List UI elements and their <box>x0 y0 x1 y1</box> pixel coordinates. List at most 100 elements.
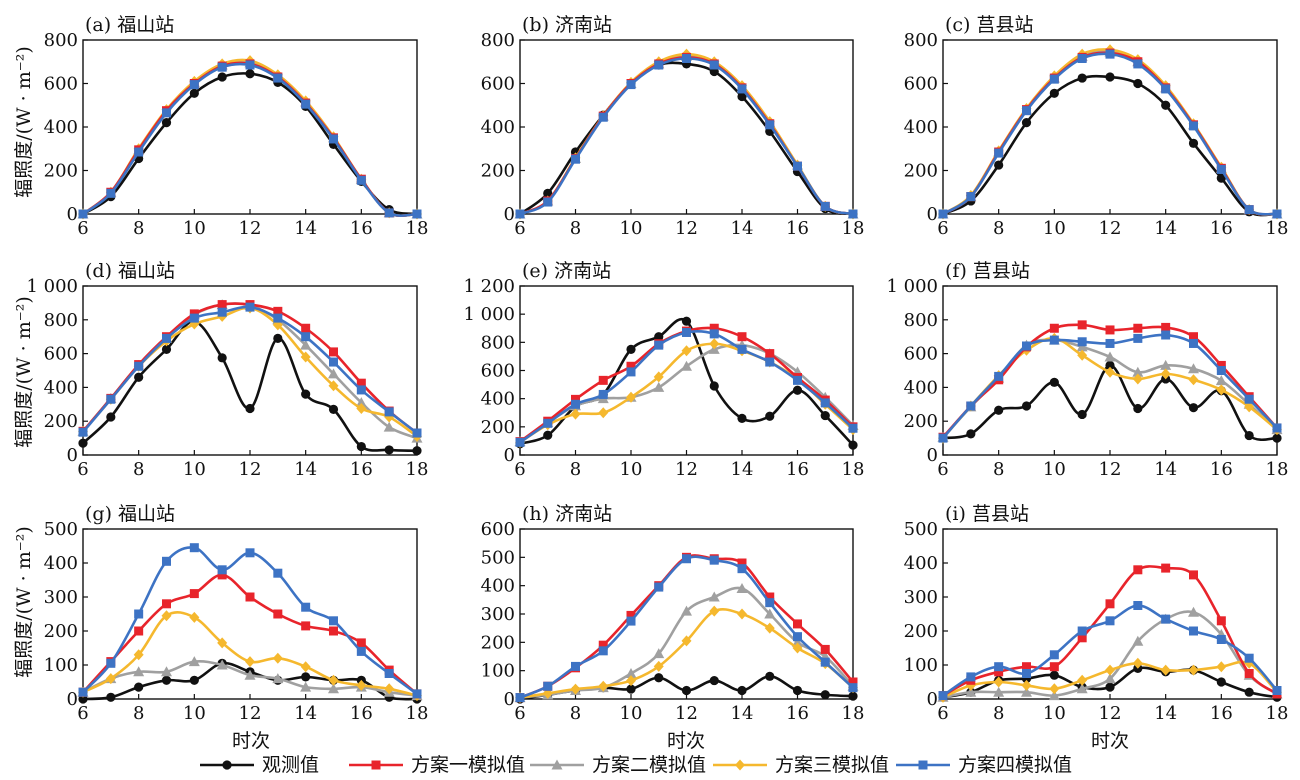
series-scheme1 <box>78 300 422 438</box>
data-point-scheme1 <box>1105 599 1115 609</box>
x-tick-label: 12 <box>675 459 698 480</box>
series-scheme2 <box>77 299 423 443</box>
y-axis-label-row-1: 辐照度/(W · m⁻²) <box>13 46 35 198</box>
data-point-observed <box>1049 88 1059 98</box>
data-point-observed <box>1021 118 1032 128</box>
data-point-scheme4 <box>966 672 976 682</box>
data-point-scheme1 <box>737 332 747 342</box>
data-point-scheme4 <box>598 112 608 122</box>
data-point-scheme4 <box>412 689 422 699</box>
series-line-scheme2 <box>519 55 854 216</box>
data-point-scheme4 <box>994 371 1004 381</box>
data-point-observed <box>189 675 199 685</box>
y-tick-label: 600 <box>481 74 515 95</box>
data-point-scheme3 <box>189 611 200 623</box>
data-point-scheme4 <box>626 80 636 90</box>
y-tick-label: 300 <box>904 587 938 608</box>
data-point-scheme1 <box>217 300 227 310</box>
series-scheme4 <box>78 543 422 699</box>
data-point-scheme1 <box>737 558 747 568</box>
data-point-scheme1 <box>162 599 171 609</box>
data-point-scheme3 <box>328 674 339 686</box>
x-tick-label: 8 <box>133 459 144 480</box>
data-point-scheme4 <box>938 691 948 701</box>
data-point-scheme4 <box>598 389 608 399</box>
data-point-scheme4 <box>994 662 1004 672</box>
data-point-scheme4 <box>1161 614 1171 624</box>
data-point-scheme3 <box>626 675 636 687</box>
x-tick-label: 10 <box>1043 703 1066 724</box>
legend-label: 方案三模拟值 <box>775 754 889 776</box>
x-tick-label: 12 <box>1099 218 1122 239</box>
y-tick-label: 400 <box>481 117 515 138</box>
data-point-scheme2 <box>653 648 665 659</box>
data-point-scheme4 <box>543 197 553 207</box>
data-point-scheme4 <box>682 554 691 564</box>
series-scheme1 <box>78 59 422 219</box>
data-point-scheme4 <box>384 208 394 218</box>
data-point-scheme1 <box>1161 563 1171 573</box>
x-tick-label: 10 <box>1043 218 1066 239</box>
chart-panel: (d) 福山站 0 200 400 600 800 1 000 6 8 10 12 14 16 18 <box>26 260 428 480</box>
data-point-scheme4 <box>598 646 608 656</box>
data-point-scheme1 <box>1133 323 1143 333</box>
y-tick-label: 800 <box>481 332 515 353</box>
data-point-scheme2 <box>272 673 284 684</box>
data-point-scheme4 <box>273 73 283 83</box>
data-point-scheme3 <box>1160 368 1171 380</box>
x-tick-label: 14 <box>731 218 754 239</box>
data-point-observed <box>384 445 394 455</box>
data-point-scheme3 <box>272 652 283 664</box>
data-point-scheme4 <box>1272 686 1282 695</box>
data-point-scheme3 <box>1216 661 1227 673</box>
data-point-scheme4 <box>654 582 664 592</box>
legend-item-scheme1: 方案一模拟值 <box>349 754 525 776</box>
legend-item-observed: 观测值 <box>200 754 319 776</box>
data-point-scheme4 <box>571 661 580 671</box>
data-point-scheme2 <box>133 666 145 677</box>
data-point-observed <box>626 344 636 354</box>
data-point-observed <box>328 404 339 414</box>
x-tick-label: 8 <box>570 703 581 724</box>
y-tick-label: 0 <box>927 204 938 225</box>
data-point-scheme1 <box>1049 662 1059 672</box>
x-tick-label: 8 <box>133 703 144 724</box>
y-tick-label: 200 <box>44 621 78 642</box>
y-tick-label: 200 <box>44 161 78 182</box>
data-point-scheme4 <box>217 62 227 72</box>
x-tick-label: 14 <box>731 703 754 724</box>
legend-marker-observed <box>222 760 232 770</box>
data-point-scheme3 <box>1244 401 1255 413</box>
data-point-observed <box>765 671 775 681</box>
data-point-scheme4 <box>1161 330 1171 340</box>
data-point-scheme2 <box>681 360 692 371</box>
data-point-scheme4 <box>793 161 802 171</box>
data-point-observed <box>161 675 172 685</box>
series-scheme3 <box>515 48 858 220</box>
data-point-scheme1 <box>598 640 608 650</box>
data-point-observed <box>1272 433 1282 443</box>
data-point-observed <box>1216 677 1226 687</box>
data-point-scheme4 <box>189 543 199 553</box>
series-scheme3 <box>78 610 422 702</box>
data-point-scheme4 <box>1272 209 1282 219</box>
chart-panel: (h) 济南站 0 100 200 300 400 500 600 6 8 10 12 14 16 18 <box>481 503 865 724</box>
data-point-scheme1 <box>134 626 144 636</box>
data-point-scheme4 <box>543 681 553 691</box>
x-axis-label-col-1: 时次 <box>232 730 270 752</box>
data-point-observed <box>1049 377 1059 387</box>
data-point-scheme1 <box>1216 616 1226 626</box>
data-point-scheme2 <box>328 683 339 694</box>
data-point-scheme2 <box>1104 351 1116 362</box>
series-line-scheme2 <box>82 60 418 218</box>
y-tick-label: 400 <box>481 389 515 410</box>
data-point-observed <box>1105 360 1115 371</box>
x-tick-label: 18 <box>406 218 429 239</box>
data-point-observed <box>161 344 172 354</box>
data-point-scheme1 <box>848 677 858 687</box>
x-tick-label: 14 <box>1154 703 1177 724</box>
data-point-scheme1 <box>626 610 636 620</box>
x-tick-label: 6 <box>77 459 88 480</box>
data-point-scheme4 <box>106 658 116 668</box>
data-point-scheme4 <box>848 683 858 693</box>
